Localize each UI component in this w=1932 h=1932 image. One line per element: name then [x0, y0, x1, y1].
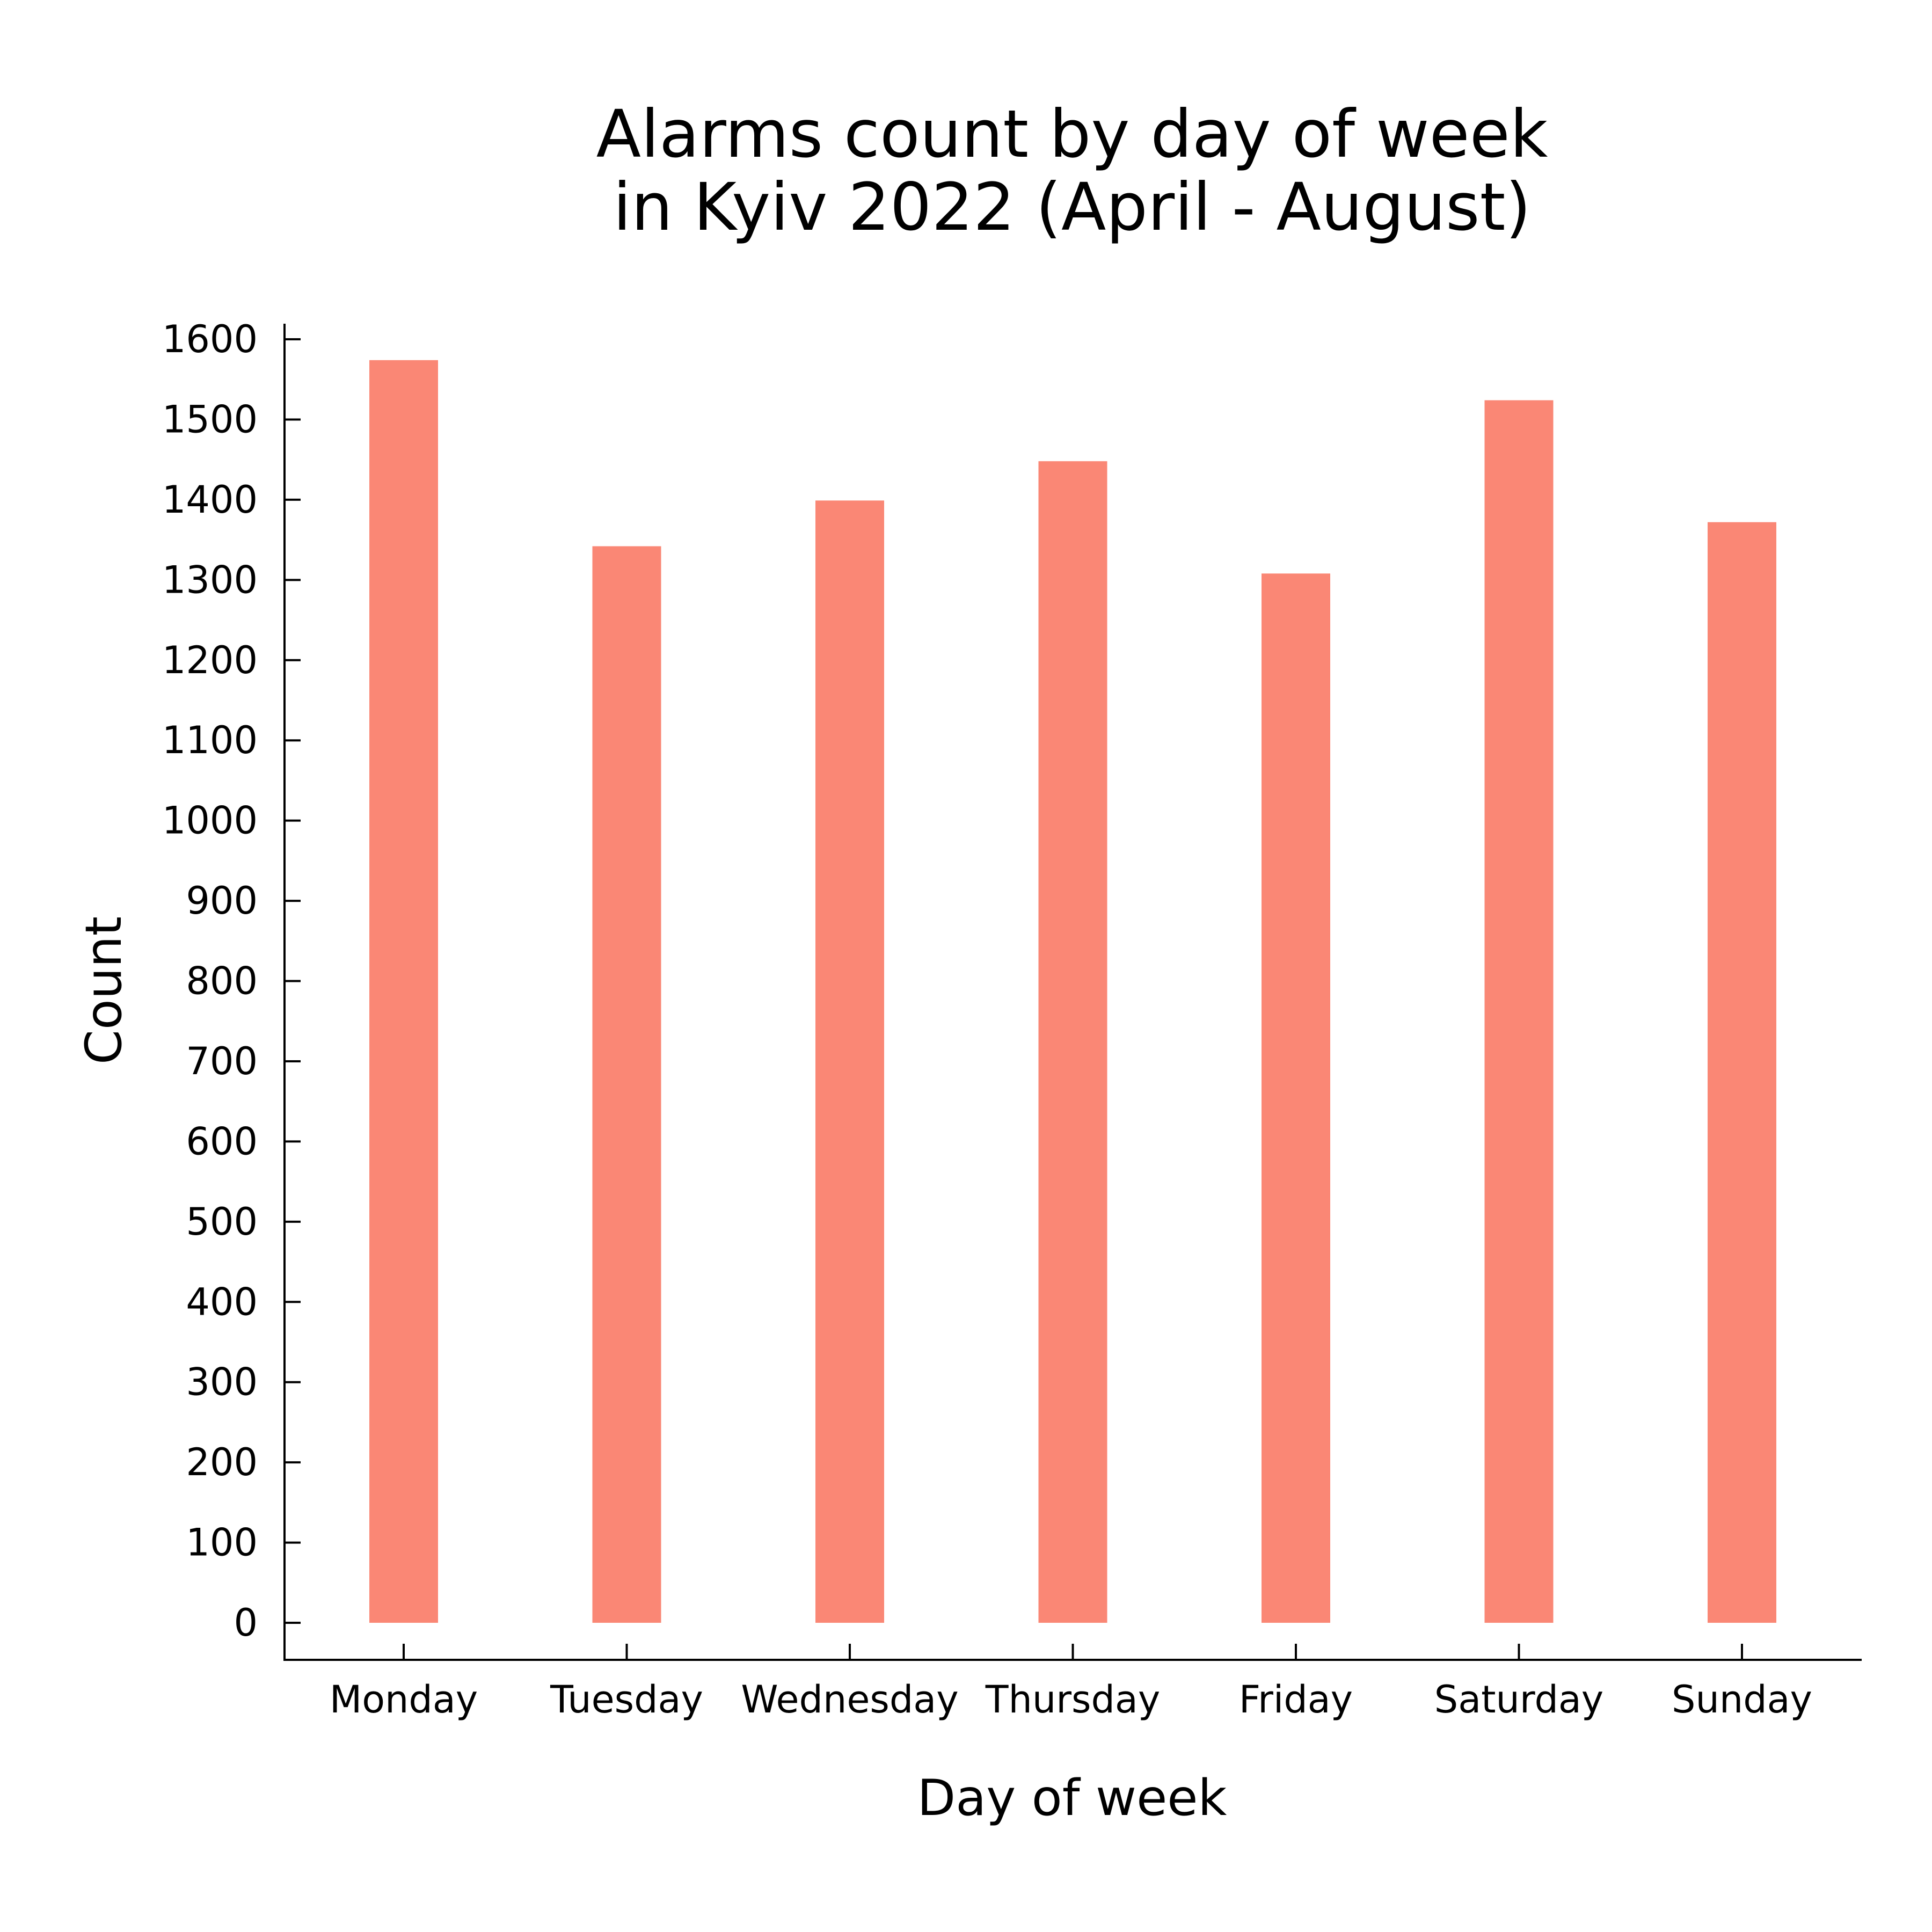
x-tick-label-thursday: Thursday	[985, 1678, 1161, 1722]
y-tick-label-700: 700	[186, 1039, 258, 1083]
x-tick-label-friday: Friday	[1239, 1678, 1353, 1722]
x-tick-label-sunday: Sunday	[1672, 1678, 1812, 1722]
x-tick-label-saturday: Saturday	[1434, 1678, 1603, 1722]
x-axis: Monday Tuesday Wednesday Thursday Friday Satu…	[283, 1644, 1862, 1722]
y-tick-label-1300: 1300	[162, 558, 258, 602]
y-tick-label-1200: 1200	[162, 638, 258, 682]
bar-tuesday	[593, 546, 661, 1623]
bar-thursday	[1039, 461, 1107, 1623]
chart-title-line-2: in Kyiv 2022 (April - August)	[613, 169, 1531, 245]
bar-friday	[1262, 573, 1330, 1623]
y-tick-label-200: 200	[186, 1440, 258, 1484]
y-tick-label-1000: 1000	[162, 799, 258, 843]
y-axis-title: Count	[75, 916, 133, 1065]
y-tick-label-1100: 1100	[162, 718, 258, 762]
y-axis: 0 100 200 300 400 500 600 700 800 900 1000 1100 1200…	[162, 317, 301, 1660]
chart-title: Alarms count by day of week in Kyiv 2022…	[596, 96, 1548, 245]
bar-wednesday	[815, 500, 884, 1623]
bar-monday	[369, 360, 438, 1623]
y-tick-label-0: 0	[234, 1601, 258, 1645]
y-tick-label-1600: 1600	[162, 317, 258, 361]
y-tick-label-400: 400	[186, 1280, 258, 1324]
x-tick-label-tuesday: Tuesday	[550, 1678, 703, 1722]
bar-sunday	[1708, 522, 1776, 1623]
y-tick-label-100: 100	[186, 1521, 258, 1565]
y-tick-label-1500: 1500	[162, 397, 258, 441]
bar-saturday	[1485, 400, 1554, 1623]
y-tick-label-800: 800	[186, 959, 258, 1003]
y-tick-label-1400: 1400	[162, 478, 258, 522]
y-tick-label-300: 300	[186, 1360, 258, 1404]
bars	[369, 360, 1776, 1623]
y-tick-label-600: 600	[186, 1119, 258, 1163]
chart-title-line-1: Alarms count by day of week	[596, 96, 1548, 172]
y-tick-label-500: 500	[186, 1200, 258, 1244]
x-tick-label-wednesday: Wednesday	[741, 1678, 958, 1722]
y-tick-label-900: 900	[186, 879, 258, 923]
x-axis-title: Day of week	[917, 1769, 1227, 1827]
x-tick-label-monday: Monday	[330, 1678, 478, 1722]
